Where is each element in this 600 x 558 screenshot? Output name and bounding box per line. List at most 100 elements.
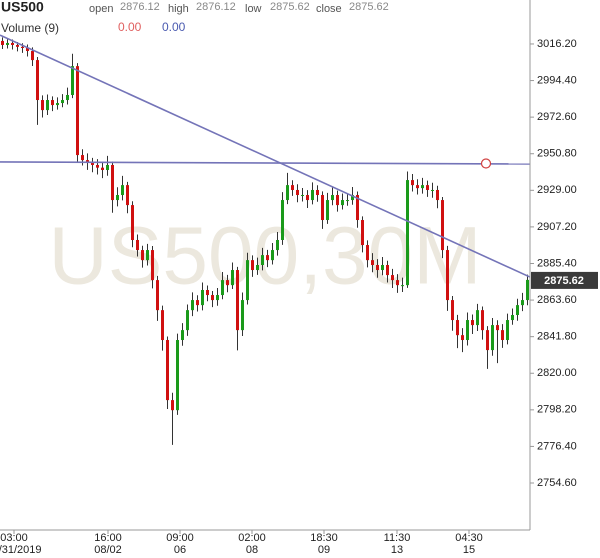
x-tick-label: 16:00 <box>94 532 122 544</box>
volume-label: Volume (9) <box>1 21 59 35</box>
candle-body <box>296 189 299 196</box>
candle-body <box>146 250 149 261</box>
x-tick-label: 04:30 <box>455 532 483 544</box>
candle-body <box>376 265 379 271</box>
candle-body <box>221 280 224 296</box>
candle-body <box>116 195 119 201</box>
candle-body <box>516 305 519 316</box>
candle-body <box>151 250 154 281</box>
y-tick-label: 3016.20 <box>537 38 577 50</box>
candle-body <box>461 335 464 341</box>
candle-body <box>261 255 264 265</box>
candle-body <box>161 310 164 341</box>
y-tick-label: 2972.60 <box>537 111 577 123</box>
candle-body <box>496 325 499 331</box>
trendline <box>0 161 531 165</box>
candle-body <box>231 270 234 286</box>
candle-body <box>126 185 129 206</box>
candle-body <box>321 195 324 221</box>
field-value: 2875.62 <box>349 1 389 13</box>
candle-body <box>446 250 449 301</box>
candle-body <box>381 265 384 271</box>
field-label: open <box>89 3 113 15</box>
candle-body <box>456 320 459 336</box>
candle-body <box>471 320 474 326</box>
candle-body <box>1 40 4 45</box>
candle-body <box>241 300 244 331</box>
x-tick-date: 09 <box>318 544 330 556</box>
candle-body <box>386 265 389 276</box>
candle-body <box>136 239 139 251</box>
candle-body <box>286 185 289 201</box>
candle-body <box>86 160 89 163</box>
candle-body <box>56 103 59 106</box>
candle-body <box>436 189 439 201</box>
candle-body <box>306 195 309 201</box>
volume-value: 0.00 <box>118 20 142 34</box>
candle-body <box>141 250 144 261</box>
candle-body <box>361 220 364 246</box>
y-tick-label: 2907.20 <box>537 221 577 233</box>
y-tick-label: 2754.60 <box>537 477 577 489</box>
candle-body <box>346 200 349 202</box>
candle-body <box>431 189 434 191</box>
field-label: close <box>316 3 342 15</box>
candle-body <box>301 195 304 197</box>
candle-body <box>401 285 404 287</box>
x-tick-date: 06 <box>174 544 186 556</box>
candle-body <box>311 189 314 201</box>
candle-body <box>246 260 249 301</box>
watermark: US500,30M <box>48 211 481 302</box>
candle-body <box>26 47 29 52</box>
candle-body <box>91 162 94 165</box>
x-tick-date: 13 <box>391 544 403 556</box>
x-tick-label: 03:00 <box>0 532 28 544</box>
candle-body <box>21 46 24 48</box>
y-tick-label: 2841.80 <box>537 331 577 343</box>
candle-body <box>451 300 454 321</box>
candle-body <box>501 330 504 341</box>
x-tick-date: 08 <box>246 544 258 556</box>
candle-body <box>226 280 229 286</box>
trendline <box>0 34 531 278</box>
candle-body <box>421 185 424 189</box>
candle-body <box>336 195 339 206</box>
x-tick-date: 07/31/2019 <box>0 544 42 556</box>
candle-body <box>6 42 9 45</box>
candle-body <box>171 400 174 411</box>
candle-body <box>366 245 369 261</box>
y-tick-label: 2885.40 <box>537 257 577 269</box>
candle-body <box>121 185 124 196</box>
candle-body <box>481 310 484 331</box>
last-price-label: 2875.62 <box>544 275 584 287</box>
candle-body <box>251 260 254 271</box>
candle-body <box>236 270 239 331</box>
candle-body <box>111 164 114 201</box>
candle-body <box>281 200 284 240</box>
candle-body <box>211 295 214 301</box>
candle-body <box>201 290 204 306</box>
candle-body <box>371 260 374 265</box>
candle-body <box>216 295 219 301</box>
y-tick-label: 2820.00 <box>537 367 577 379</box>
candle-body <box>131 205 134 240</box>
candle-body <box>41 100 44 111</box>
y-tick-label: 2863.60 <box>537 294 577 306</box>
candle-body <box>101 167 104 171</box>
x-tick-date: 08/02 <box>94 544 122 556</box>
candle-body <box>206 290 209 296</box>
candle-body <box>196 300 199 306</box>
field-label: high <box>168 3 189 15</box>
candle-body <box>81 155 84 161</box>
candle-body <box>356 195 359 221</box>
candle-body <box>106 164 109 171</box>
candle-body <box>51 100 54 106</box>
candle-body <box>521 300 524 306</box>
x-tick-label: 09:00 <box>166 532 194 544</box>
field-value: 2875.62 <box>270 1 310 13</box>
candle-body <box>71 66 74 95</box>
plot <box>0 34 531 445</box>
candle-body <box>486 330 489 351</box>
